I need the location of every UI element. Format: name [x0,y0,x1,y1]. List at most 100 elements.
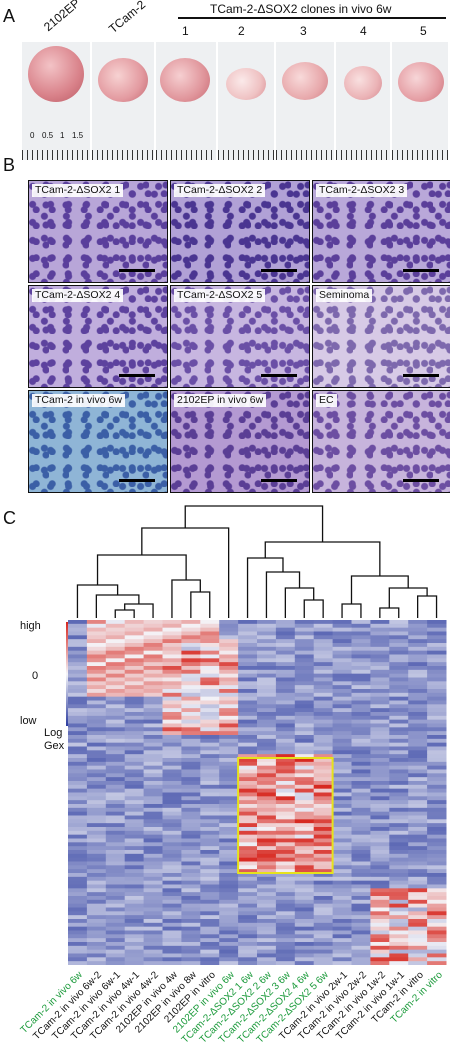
heatmap-cell [389,731,409,736]
heatmap-cell [143,915,163,920]
heatmap-cell [162,907,182,912]
heatmap-cell [313,704,334,709]
heatmap-cell [124,646,145,652]
heatmap-cell [351,781,371,786]
heatmap-cell [275,773,296,778]
heatmap-cell [389,807,409,813]
heatmap-cell [408,896,428,901]
heatmap-cell [200,853,220,859]
heatmap-cell [313,907,334,912]
heatmap-cell [313,861,334,866]
heatmap-cell [351,769,371,774]
heatmap-cell [143,750,163,755]
heatmap-cell [313,834,334,839]
heatmap-cell [427,892,447,897]
heatmap-cell [200,631,220,636]
heatmap-cell [219,807,239,813]
heatmap-cell [351,758,371,763]
heatmap-cell [181,654,201,659]
heatmap-cell [389,792,409,797]
heatmap-cell [219,838,239,843]
heatmap-cell [370,784,390,790]
heatmap-cell [313,738,334,744]
heatmap-cell [408,769,428,774]
heatmap-cell [143,903,163,908]
heatmap-cell [124,754,145,759]
heatmap-cell [68,804,88,809]
heatmap-cell [257,903,277,908]
heatmap-cell [370,827,390,832]
heatmap-cell [294,700,315,705]
heatmap-cell [238,758,258,763]
heatmap-cell [294,765,315,770]
heatmap-cell [86,850,107,855]
heatmap-cell [238,704,258,709]
heatmap-cell [124,715,145,721]
heatmap-cell [332,719,352,724]
heatmap-cell [124,750,145,755]
heatmap-cell [124,846,145,851]
heatmap-cell [275,623,296,629]
heatmap-cell [351,746,371,751]
heatmap-cell [427,834,447,839]
heatmap-cell [219,907,239,912]
legend-title-log: Log [44,727,63,739]
heatmap-cell [351,919,371,924]
heatmap-cell [124,650,145,655]
heatmap-cell [370,781,390,786]
heatmap-cell [313,823,334,828]
heatmap-cell [427,873,447,878]
heatmap-cell [332,919,352,924]
heatmap-cell [181,658,201,663]
heatmap-cell [294,884,315,889]
heatmap-cell [238,738,258,744]
heatmap-cell [389,896,409,901]
scale-bar [261,269,297,272]
heatmap-cell [313,945,334,951]
heatmap-cell [313,957,334,962]
heatmap-cell [389,692,409,698]
heatmap-cell [181,907,201,912]
heatmap-cell [124,765,145,770]
heatmap-cell [257,669,277,675]
heatmap-cell [408,746,428,751]
ruler [92,140,154,160]
heatmap-cell [313,815,334,820]
heatmap-cell [105,700,126,705]
heatmap-cell [219,846,239,851]
heatmap-cell [294,896,315,901]
heatmap-cell [427,888,447,893]
heatmap-cell [332,765,352,770]
heatmap-cell [124,888,145,893]
heatmap-cell [124,853,145,859]
heatmap-cell [105,631,126,636]
heatmap-cell [162,865,182,870]
heatmap-cell [427,677,447,682]
heatmap-cell [370,926,390,931]
heatmap-cell [389,907,409,912]
heatmap-cell [313,869,334,874]
heatmap-cell [105,834,126,839]
heatmap-cell [238,750,258,755]
heatmap-cell [181,673,201,678]
heatmap-cell [124,627,145,632]
heatmap-cell [86,777,107,782]
heatmap-cell [143,620,163,625]
heatmap-cell [313,627,334,632]
heatmap-cell [294,850,315,855]
heatmap-cell [313,911,334,916]
heatmap-cell [294,792,315,797]
heatmap-cell [181,815,201,820]
heatmap-cell [275,685,296,690]
heatmap-cell [181,773,201,778]
heatmap-cell [275,627,296,632]
heatmap-cell [219,666,239,671]
heatmap-cell [275,639,296,644]
heatmap-cell [294,800,315,805]
heatmap-cell [68,949,88,954]
heatmap-cell [200,635,220,640]
heatmap-cell [313,758,334,763]
heatmap-cell [313,788,334,793]
heatmap-cell [351,796,371,801]
heatmap-cell [275,746,296,751]
